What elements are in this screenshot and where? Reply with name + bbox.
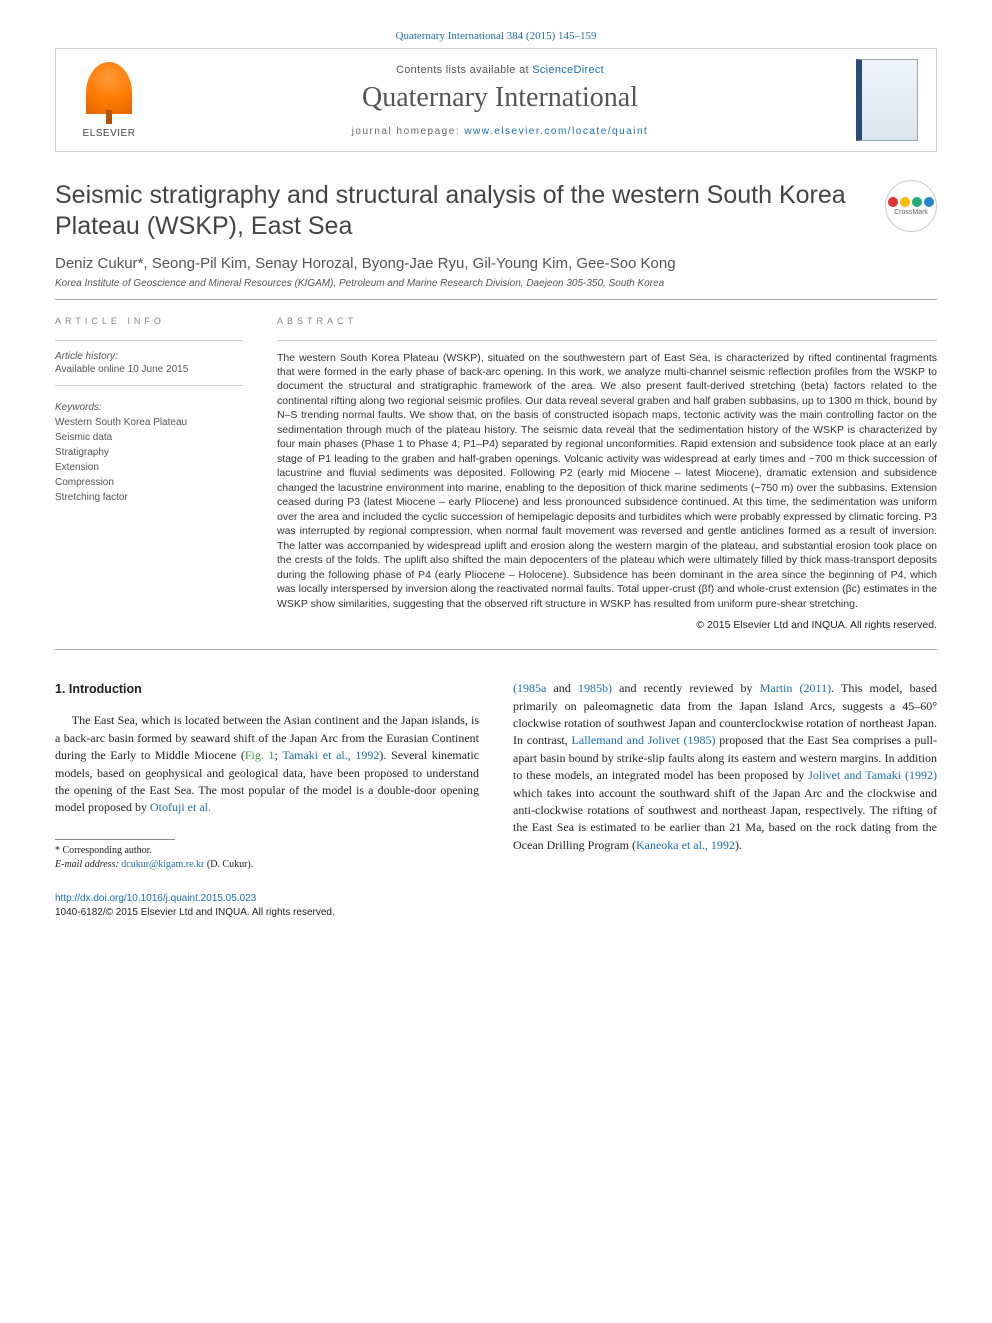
homepage-link[interactable]: www.elsevier.com/locate/quaint xyxy=(464,126,648,137)
journal-banner: ELSEVIER Contents lists available at Sci… xyxy=(55,48,937,152)
article-info-heading: ARTICLE INFO xyxy=(55,316,243,326)
citation-link[interactable]: 1985b) xyxy=(578,681,612,695)
abstract-copyright: © 2015 Elsevier Ltd and INQUA. All right… xyxy=(277,619,937,631)
email-link[interactable]: dcukur@kigam.re.kr xyxy=(121,859,204,870)
body-paragraph: The East Sea, which is located between t… xyxy=(55,712,479,816)
elsevier-logo[interactable]: ELSEVIER xyxy=(74,60,144,140)
elsevier-label: ELSEVIER xyxy=(83,128,136,139)
article-title: Seismic stratigraphy and structural anal… xyxy=(55,180,871,243)
abstract-body: The western South Korea Plateau (WSKP), … xyxy=(277,351,937,612)
sciencedirect-link[interactable]: ScienceDirect xyxy=(532,64,604,76)
email-label: E-mail address: xyxy=(55,859,119,870)
corr-label: * Corresponding author. xyxy=(55,844,479,858)
citation-link[interactable]: Kaneoka et al., 1992 xyxy=(636,838,735,852)
header-citation: Quaternary International 384 (2015) 145–… xyxy=(55,30,937,42)
doi-block: http://dx.doi.org/10.1016/j.quaint.2015.… xyxy=(55,892,937,920)
doi-link[interactable]: http://dx.doi.org/10.1016/j.quaint.2015.… xyxy=(55,893,256,904)
email-name: (D. Cukur). xyxy=(204,859,253,870)
body-paragraph: (1985a and 1985b) and recently reviewed … xyxy=(513,680,937,854)
journal-cover-thumb[interactable] xyxy=(856,59,918,141)
citation-link[interactable]: Tamaki et al., 1992 xyxy=(282,748,379,762)
journal-name: Quaternary International xyxy=(162,82,838,114)
crossmark-label: CrossMark xyxy=(894,209,928,216)
journal-homepage: journal homepage: www.elsevier.com/locat… xyxy=(162,126,838,137)
divider xyxy=(55,649,937,650)
citation-link[interactable]: (1985a xyxy=(513,681,546,695)
footnote-rule xyxy=(55,839,175,840)
contents-pre: Contents lists available at xyxy=(396,64,532,76)
keyword: Extension xyxy=(55,460,243,475)
crossmark-badge[interactable]: CrossMark xyxy=(885,180,937,232)
figure-ref[interactable]: Fig. 1 xyxy=(245,748,275,762)
history-value: Available online 10 June 2015 xyxy=(55,364,243,375)
text-run: and xyxy=(546,681,578,695)
citation-link[interactable]: Lallemand and Jolivet (1985) xyxy=(572,733,716,747)
keyword: Stratigraphy xyxy=(55,445,243,460)
crossmark-icon xyxy=(888,197,934,207)
abstract-heading: ABSTRACT xyxy=(277,316,937,326)
divider xyxy=(55,299,937,300)
corresponding-author: * Corresponding author. E-mail address: … xyxy=(55,844,479,872)
text-run: and recently reviewed by xyxy=(612,681,760,695)
history-label: Article history: xyxy=(55,351,243,362)
citation-link[interactable]: Otofuji et al. xyxy=(150,800,211,814)
keyword: Western South Korea Plateau xyxy=(55,415,243,430)
author-list: Deniz Cukur*, Seong-Pil Kim, Senay Horoz… xyxy=(55,255,937,272)
citation-link[interactable]: Jolivet and Tamaki (1992) xyxy=(808,768,937,782)
citation-link[interactable]: Quaternary International 384 (2015) 145–… xyxy=(396,30,597,42)
keywords-label: Keywords: xyxy=(55,402,243,413)
keyword: Compression xyxy=(55,475,243,490)
citation-link[interactable]: Martin (2011) xyxy=(760,681,831,695)
elsevier-tree-icon xyxy=(86,62,132,114)
homepage-pre: journal homepage: xyxy=(352,126,465,137)
contents-line: Contents lists available at ScienceDirec… xyxy=(162,64,838,76)
text-run: ). xyxy=(735,838,742,852)
keyword: Stretching factor xyxy=(55,490,243,505)
keyword: Seismic data xyxy=(55,430,243,445)
section-heading: 1. Introduction xyxy=(55,680,479,698)
affiliation: Korea Institute of Geoscience and Minera… xyxy=(55,278,937,289)
issn-copyright: 1040-6182/© 2015 Elsevier Ltd and INQUA.… xyxy=(55,907,335,918)
